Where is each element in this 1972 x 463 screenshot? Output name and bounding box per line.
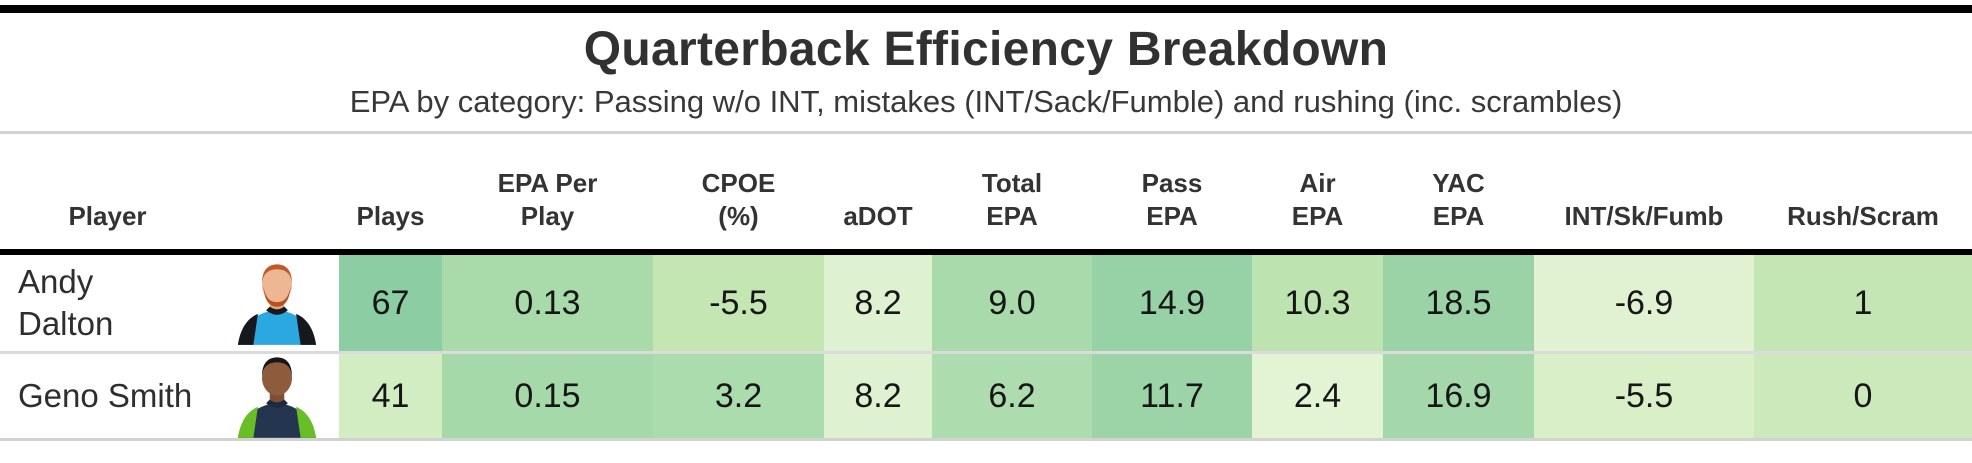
- cell-cpoe_pct: 3.2: [653, 351, 824, 440]
- cell-air_epa: 10.3: [1252, 251, 1383, 353]
- cell-adot: 8.2: [824, 251, 932, 353]
- player-headshot-panthers-icon: [237, 264, 317, 345]
- cell-total_epa: 9.0: [932, 251, 1092, 353]
- col-header-epa_per_play-line: EPA Per: [497, 168, 598, 199]
- table-title: Quarterback Efficiency Breakdown: [583, 23, 1389, 76]
- cell-adot: 8.2: [824, 351, 932, 440]
- col-header-yac_epa: YAC EPA: [1383, 133, 1534, 255]
- player-name: Geno Smith: [0, 351, 215, 440]
- col-header-plays-line: Plays: [356, 201, 425, 232]
- cell-plays: 67: [339, 251, 442, 353]
- col-header-player: Player: [0, 133, 215, 255]
- col-header-air_epa-line: Air: [1299, 168, 1336, 199]
- col-header-adot: aDOT: [824, 133, 932, 255]
- col-header-cpoe_pct-line: (%): [718, 201, 759, 232]
- col-header-total_epa-line: EPA: [986, 201, 1038, 232]
- player-name: Andy Dalton: [0, 251, 215, 353]
- col-header-adot-line: aDOT: [843, 201, 913, 232]
- player-name-line: Geno Smith: [18, 377, 193, 415]
- col-header-plays: Plays: [339, 133, 442, 255]
- qb-stats-table: Player Plays EPA Per Play CPOE (%) aDOT Total EP…: [0, 133, 1972, 442]
- col-header-pass_epa-line: EPA: [1146, 201, 1198, 232]
- player-headshot-cell: [215, 251, 339, 353]
- col-header-rush_scram: Rush/Scram: [1754, 133, 1972, 255]
- col-header-pass_epa-line: Pass: [1141, 168, 1203, 199]
- cell-yac_epa: 16.9: [1383, 351, 1534, 440]
- cell-epa_per_play: 0.13: [442, 251, 653, 353]
- cell-total_epa: 6.2: [932, 351, 1092, 440]
- cell-epa_per_play: 0.15: [442, 351, 653, 440]
- cell-plays: 41: [339, 351, 442, 440]
- col-header-epa_per_play: EPA Per Play: [442, 133, 653, 255]
- table-row-geno-smith: Geno Smith 41 0.15 3.2 8.2 6.2 11.7 2.4 16.9 -5.5…: [0, 351, 1972, 440]
- player-headshot-cell: [215, 351, 339, 440]
- player-name-line: Andy: [18, 262, 94, 300]
- cell-pass_epa: 14.9: [1092, 251, 1252, 353]
- cell-yac_epa: 18.5: [1383, 251, 1534, 353]
- table-header-row: Player Plays EPA Per Play CPOE (%) aDOT Total EP…: [0, 133, 1972, 255]
- col-header-headshot: [215, 133, 339, 255]
- col-header-total_epa-line: Total: [981, 168, 1043, 199]
- col-header-int_sk_fumb-line: INT/Sk/Fumb: [1564, 201, 1724, 232]
- player-headshot-seahawks-icon: [237, 357, 317, 439]
- col-header-yac_epa-line: EPA: [1432, 201, 1485, 232]
- col-header-yac_epa-line: YAC: [1432, 168, 1485, 199]
- cell-cpoe_pct: -5.5: [653, 251, 824, 353]
- header-divider: [0, 130, 1972, 134]
- col-header-cpoe_pct-line: CPOE: [701, 168, 776, 199]
- col-header-cpoe_pct: CPOE (%): [653, 133, 824, 255]
- col-header-player-line: Player: [68, 201, 147, 232]
- cell-int_sk_fumb: -5.5: [1534, 351, 1754, 440]
- col-header-air_epa: Air EPA: [1252, 133, 1383, 255]
- cell-int_sk_fumb: -6.9: [1534, 251, 1754, 353]
- cell-rush_scram: 0: [1754, 351, 1972, 440]
- col-header-pass_epa: Pass EPA: [1092, 133, 1252, 255]
- cell-rush_scram: 1: [1754, 251, 1972, 353]
- col-header-epa_per_play-line: Play: [520, 201, 575, 232]
- cell-air_epa: 2.4: [1252, 351, 1383, 440]
- table-subtitle: EPA by category: Passing w/o INT, mistak…: [349, 83, 1623, 119]
- table-top-border: [0, 5, 1972, 13]
- cell-pass_epa: 11.7: [1092, 351, 1252, 440]
- player-name-line: Dalton: [18, 305, 114, 342]
- col-header-total_epa: Total EPA: [932, 133, 1092, 255]
- table-row-andy-dalton: Andy Dalton 67 0.13 -5.5 8.2 9.0 14.9 10.3 18.5 -6…: [0, 251, 1972, 353]
- qb-efficiency-table-panel: Quarterback Efficiency Breakdown EPA by …: [0, 5, 1972, 442]
- col-header-int_sk_fumb: INT/Sk/Fumb: [1534, 133, 1754, 255]
- col-header-rush_scram-line: Rush/Scram: [1787, 201, 1939, 232]
- col-header-air_epa-line: EPA: [1291, 201, 1344, 232]
